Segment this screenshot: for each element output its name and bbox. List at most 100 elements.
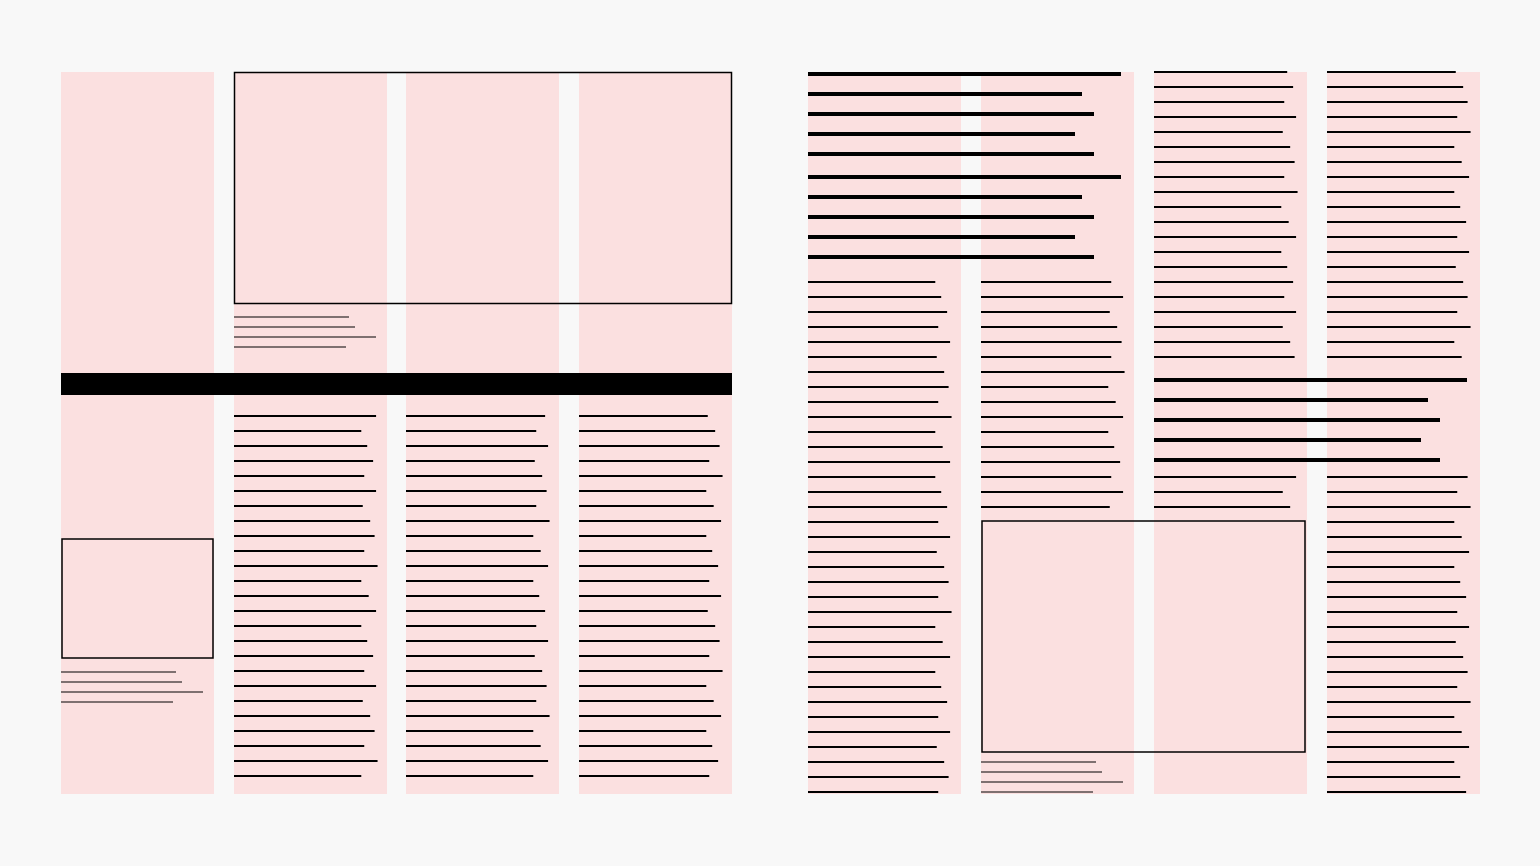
text-line bbox=[1327, 776, 1461, 778]
text-line bbox=[579, 445, 720, 447]
text-line bbox=[234, 760, 378, 762]
text-line bbox=[234, 640, 368, 642]
text-line bbox=[808, 521, 939, 523]
text-line bbox=[579, 640, 720, 642]
text-line bbox=[234, 490, 377, 492]
image-box bbox=[61, 538, 214, 659]
text-line bbox=[579, 685, 707, 687]
text-line bbox=[406, 775, 534, 777]
text-line bbox=[234, 595, 369, 597]
text-line bbox=[1154, 86, 1294, 88]
text-line bbox=[808, 536, 951, 538]
text-line bbox=[579, 565, 719, 567]
text-line bbox=[1327, 536, 1462, 538]
text-line bbox=[808, 326, 939, 328]
text-line bbox=[981, 431, 1109, 433]
text-line bbox=[808, 461, 951, 463]
text-line bbox=[1327, 236, 1458, 238]
text-line bbox=[1327, 731, 1462, 733]
heading-line bbox=[1154, 458, 1440, 462]
text-line bbox=[1327, 71, 1456, 73]
text-line bbox=[1327, 251, 1470, 253]
text-line bbox=[579, 715, 722, 717]
text-line bbox=[808, 446, 943, 448]
heading-line bbox=[808, 255, 1094, 259]
heading-line bbox=[808, 72, 1121, 76]
text-line bbox=[1154, 311, 1297, 313]
text-line bbox=[1327, 326, 1471, 328]
text-line bbox=[406, 655, 535, 657]
text-line bbox=[981, 281, 1112, 283]
text-line bbox=[1327, 131, 1471, 133]
text-line bbox=[808, 386, 949, 388]
text-line bbox=[579, 490, 707, 492]
image-box bbox=[981, 520, 1306, 753]
text-line bbox=[234, 685, 377, 687]
text-line bbox=[1154, 356, 1295, 358]
text-line bbox=[406, 490, 547, 492]
text-line bbox=[1327, 596, 1467, 598]
text-line bbox=[579, 775, 710, 777]
caption-line bbox=[61, 701, 173, 703]
text-line bbox=[808, 746, 937, 748]
heading-line bbox=[808, 152, 1094, 156]
text-line bbox=[1327, 146, 1455, 148]
text-line bbox=[1154, 176, 1285, 178]
text-line bbox=[579, 610, 708, 612]
text-line bbox=[1154, 101, 1285, 103]
text-line bbox=[808, 341, 951, 343]
text-line bbox=[808, 476, 936, 478]
text-line bbox=[808, 716, 939, 718]
text-line bbox=[981, 506, 1110, 508]
text-line bbox=[1327, 491, 1458, 493]
text-line bbox=[808, 596, 939, 598]
text-line bbox=[234, 415, 377, 417]
text-line bbox=[981, 461, 1121, 463]
text-line bbox=[1327, 611, 1458, 613]
text-line bbox=[579, 700, 714, 702]
heading-line bbox=[1154, 418, 1440, 422]
text-line bbox=[1327, 581, 1461, 583]
text-line bbox=[1327, 101, 1468, 103]
text-line bbox=[579, 730, 707, 732]
caption-line bbox=[61, 671, 176, 673]
text-line bbox=[234, 610, 377, 612]
text-line bbox=[1154, 341, 1291, 343]
text-line bbox=[1154, 281, 1294, 283]
text-line bbox=[406, 430, 537, 432]
text-line bbox=[1154, 251, 1282, 253]
text-line bbox=[234, 475, 365, 477]
text-line bbox=[406, 730, 534, 732]
text-line bbox=[1327, 221, 1467, 223]
caption-line bbox=[981, 771, 1102, 773]
caption-line bbox=[981, 781, 1123, 783]
text-line bbox=[234, 745, 365, 747]
text-line bbox=[981, 296, 1124, 298]
text-line bbox=[1154, 221, 1289, 223]
caption-line bbox=[61, 691, 203, 693]
text-line bbox=[981, 326, 1118, 328]
text-line bbox=[981, 371, 1125, 373]
text-line bbox=[1327, 311, 1458, 313]
text-line bbox=[1327, 746, 1470, 748]
text-line bbox=[1327, 761, 1455, 763]
text-line bbox=[406, 580, 534, 582]
text-line bbox=[1154, 236, 1297, 238]
text-line bbox=[981, 386, 1109, 388]
text-line bbox=[808, 791, 939, 793]
text-line bbox=[1327, 116, 1458, 118]
text-line bbox=[1327, 716, 1455, 718]
text-line bbox=[406, 565, 549, 567]
text-line bbox=[234, 700, 363, 702]
text-line bbox=[808, 356, 937, 358]
text-line bbox=[1327, 791, 1467, 793]
text-line bbox=[406, 520, 550, 522]
text-line bbox=[579, 475, 723, 477]
text-line bbox=[1327, 641, 1456, 643]
text-line bbox=[1154, 266, 1288, 268]
text-line bbox=[808, 551, 937, 553]
text-line bbox=[406, 745, 541, 747]
text-line bbox=[579, 655, 710, 657]
heading-line bbox=[808, 215, 1094, 219]
text-line bbox=[808, 311, 948, 313]
